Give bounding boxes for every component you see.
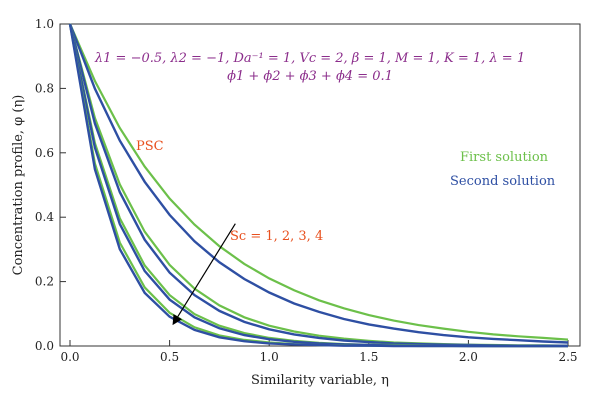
sc-values-label: Sc = 1, 2, 3, 4: [230, 229, 323, 244]
parameters-line-2: ϕ1 + ϕ2 + ϕ3 + ϕ4 = 0.1: [227, 69, 393, 84]
x-tick-label-4: 2.0: [459, 350, 478, 364]
parameters-line-1: λ1 = −0.5, λ2 = −1, Da⁻¹ = 1, Vc = 2, β …: [94, 51, 525, 66]
legend-second-solution: Second solution: [450, 174, 556, 189]
y-tick-label-3: 0.6: [35, 146, 54, 160]
series-line-0-first: [68, 23, 569, 341]
y-axis-label: Concentration profile, φ (η): [11, 95, 26, 276]
x-tick-label-3: 1.5: [359, 350, 378, 364]
y-tick-label-4: 0.8: [35, 81, 54, 95]
x-tick-label-2: 1.0: [260, 350, 279, 364]
y-tick-label-0: 0.0: [35, 339, 54, 353]
x-axis-label: Similarity variable, η: [251, 373, 389, 388]
y-tick-label-1: 0.2: [35, 275, 54, 289]
x-tick-label-5: 2.5: [558, 350, 577, 364]
y-tick-label-5: 1.0: [35, 17, 54, 31]
sc-arrow: [172, 223, 236, 326]
tick-labels: 0.0 0.5 1.0 1.5 2.0 2.5 0.0 0.2 0.4 0.6 0.8 1.0: [35, 17, 578, 364]
series-lines: [68, 23, 569, 348]
x-tick-label-1: 0.5: [160, 350, 179, 364]
legend-first-solution: First solution: [460, 150, 549, 165]
psc-label: PSC: [136, 139, 164, 154]
series-line-7-second: [68, 23, 568, 348]
x-tick-label-0: 0.0: [60, 350, 79, 364]
y-tick-label-2: 0.4: [35, 210, 54, 224]
series-line-1-second: [68, 23, 569, 344]
